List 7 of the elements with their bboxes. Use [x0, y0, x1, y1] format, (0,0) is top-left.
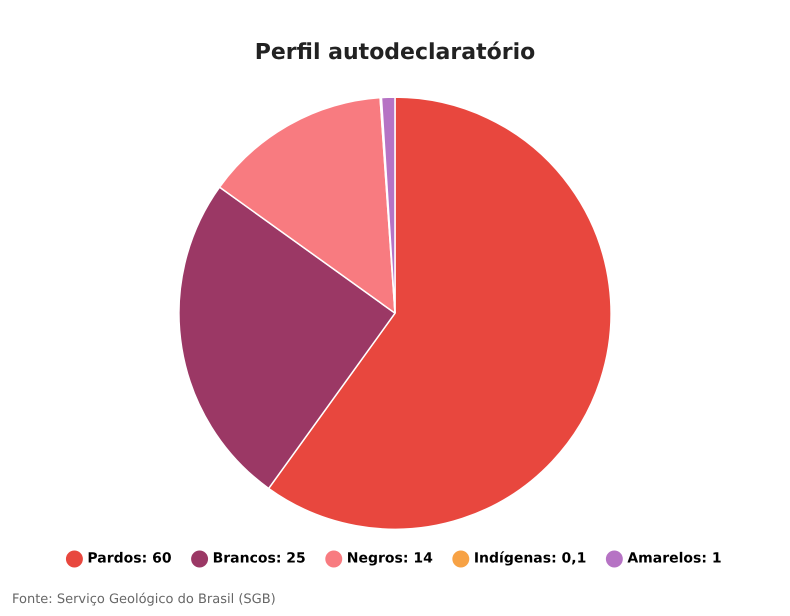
source-note: Fonte: Serviço Geológico do Brasil (SGB)	[12, 592, 276, 607]
legend-label: Pardos: 60	[87, 550, 172, 567]
legend-label: Negros: 14	[346, 550, 434, 567]
legend-label: Indígenas: 0,1	[474, 550, 586, 567]
legend-label: Brancos: 25	[212, 550, 306, 567]
legend-label: Amarelos: 1	[627, 550, 722, 567]
chart-title: Perfil autodeclaratório	[254, 40, 536, 65]
